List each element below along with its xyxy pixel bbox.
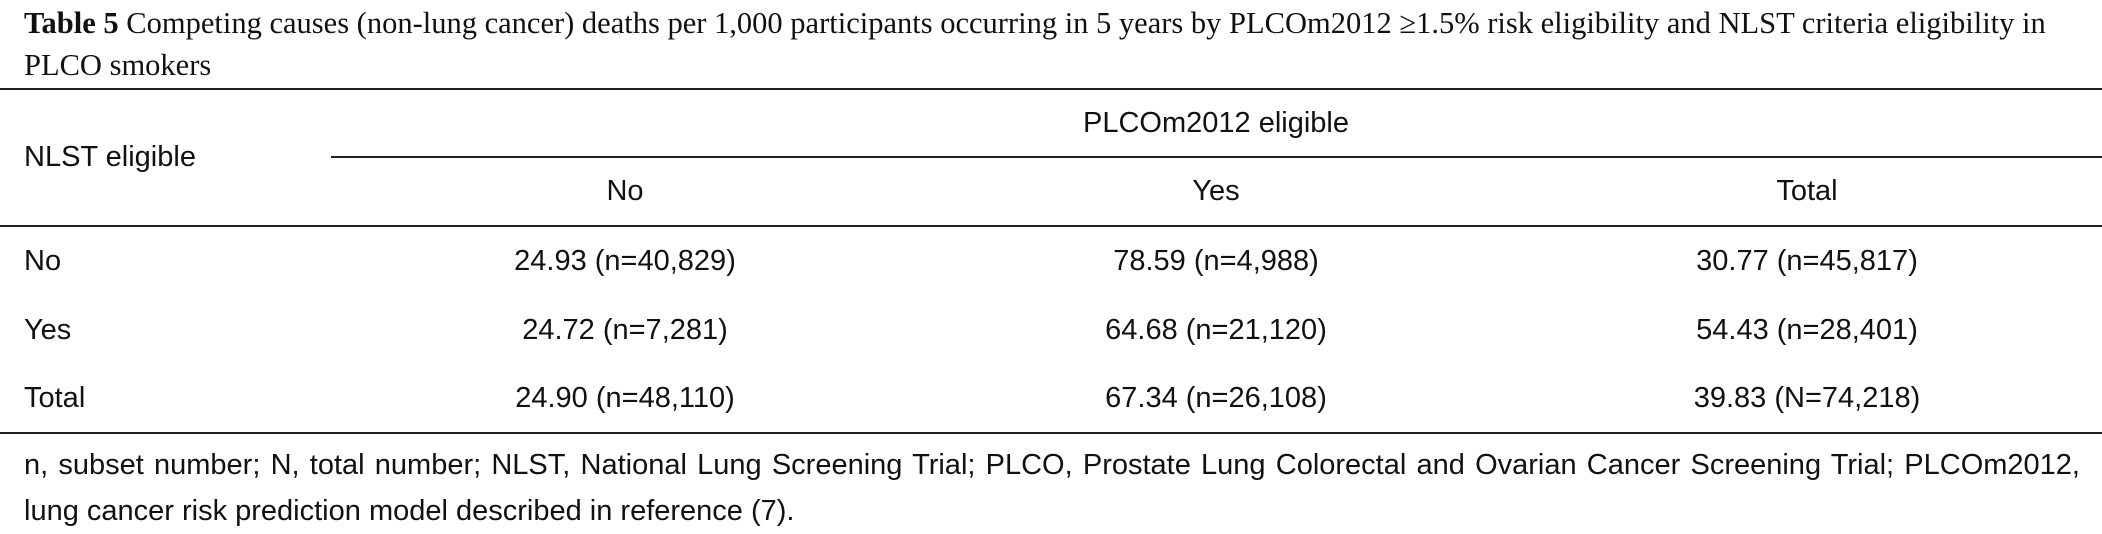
row-label-total: Total: [24, 382, 86, 414]
row-label-yes: Yes: [24, 314, 72, 346]
spanning-header-rule: [331, 156, 2102, 158]
table-cell: 30.77 (n=45,817): [1696, 245, 1918, 277]
table-cell: 64.68 (n=21,120): [1105, 314, 1327, 346]
table-cell: 24.93 (n=40,829): [514, 245, 736, 277]
table-cell: 54.43 (n=28,401): [1696, 314, 1918, 346]
spanning-header-plcom2012-eligible: PLCOm2012 eligible: [1083, 107, 1349, 139]
row-header-nlst-eligible: NLST eligible: [24, 141, 196, 173]
table-cell: 67.34 (n=26,108): [1105, 382, 1327, 414]
table-cell: 39.83 (N=74,218): [1693, 382, 1921, 414]
column-header-no: No: [606, 175, 644, 207]
table-top-rule: [0, 88, 2102, 90]
column-header-total: Total: [1776, 175, 1838, 207]
table-header-rule: [0, 225, 2102, 227]
column-header-yes: Yes: [1192, 175, 1240, 207]
table-caption: Table 5 Competing causes (non-lung cance…: [24, 2, 2084, 86]
table-caption-label: Table 5: [24, 6, 119, 40]
table-cell: 24.72 (n=7,281): [522, 314, 728, 346]
table-caption-text: Competing causes (non-lung cancer) death…: [24, 6, 2046, 82]
table-footnote: n, subset number; N, total number; NLST,…: [24, 449, 2080, 527]
table-cell: 24.90 (n=48,110): [515, 382, 735, 414]
row-label-no: No: [24, 245, 62, 277]
table-bottom-rule: [0, 432, 2102, 434]
table-cell: 78.59 (n=4,988): [1113, 245, 1319, 277]
